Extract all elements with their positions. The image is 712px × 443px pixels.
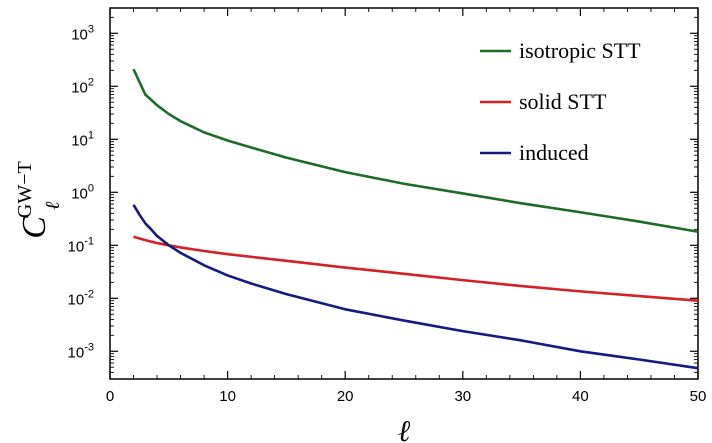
legend: isotropic STT solid STT induced [480,38,641,165]
plot-frame [109,7,699,380]
x-axis-ticks: 0 10 20 30 40 50 [106,8,707,405]
x-tick-label: 50 [690,388,707,405]
x-axis-label: ℓ [398,415,411,443]
y-tick-label: 103 [71,23,94,43]
y-axis-label: CGW−T ℓ [14,161,64,239]
y-tick-label: 101 [71,129,94,149]
series-line [132,68,699,234]
y-tick-label: 102 [71,76,94,96]
y-axis-ticks: 10-3 10-2 10-1 100 101 102 103 [68,7,698,380]
series-line [133,235,699,303]
legend-label: induced [519,140,589,165]
y-tick-label: 10-2 [68,288,94,308]
x-tick-label: 20 [337,388,354,405]
y-axis-label-superscript: GW−T [14,161,36,218]
y-axis-label-subscript: ℓ [42,201,64,210]
series-lines [132,68,699,370]
y-tick-label: 100 [71,182,94,202]
x-tick-label: 30 [454,388,471,405]
y-tick-label: 10-1 [68,235,94,255]
legend-label: isotropic STT [519,38,641,63]
x-tick-label: 40 [572,388,589,405]
legend-label: solid STT [519,89,607,114]
y-tick-label: 10-3 [68,341,94,361]
y-axis-label-main: C [16,216,53,239]
svg-text:CGW−T: CGW−T [14,161,53,239]
x-tick-label: 10 [219,388,236,405]
series-line [132,204,699,370]
x-tick-label: 0 [106,388,114,405]
